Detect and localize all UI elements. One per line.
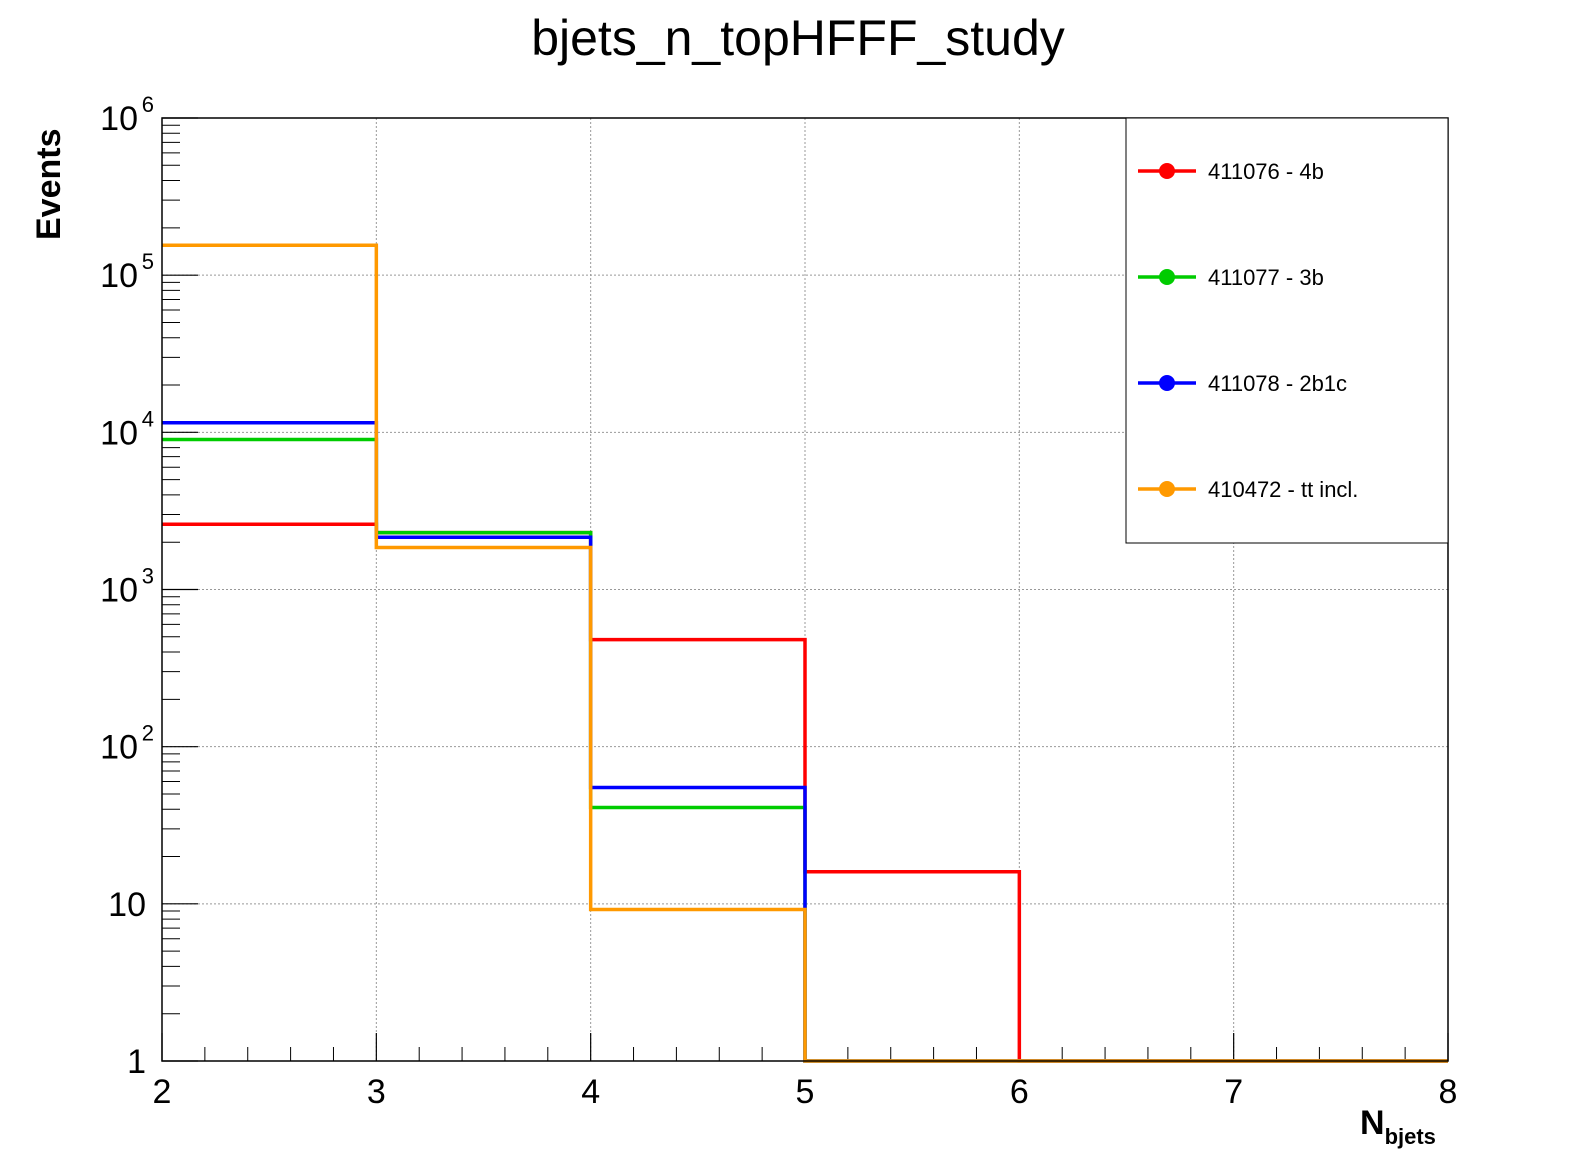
y-axis-title: Events — [30, 129, 68, 241]
y-tick-label: 1 — [127, 1043, 146, 1081]
y-tick-exponent: 6 — [142, 92, 154, 117]
y-tick-exponent: 5 — [142, 249, 154, 274]
x-axis-title: Nbjets — [1360, 1104, 1436, 1149]
y-tick-label: 10 — [100, 100, 138, 138]
minor-ticks — [161, 117, 1449, 1062]
legend-label: 411076 - 4b — [1208, 159, 1324, 184]
plot-frame — [161, 117, 1449, 1062]
y-tick-label: 10 — [108, 886, 146, 924]
legend-marker — [1159, 269, 1175, 285]
y-tick-label: 10 — [100, 414, 138, 452]
y-tick-exponent: 3 — [142, 564, 154, 589]
x-tick-label: 4 — [581, 1073, 600, 1111]
x-tick-label: 2 — [153, 1073, 172, 1111]
legend-marker — [1159, 163, 1175, 179]
y-tick-label: 10 — [100, 257, 138, 295]
x-tick-label: 5 — [796, 1073, 815, 1111]
y-tick-label: 10 — [100, 729, 138, 767]
legend-label: 411078 - 2b1c — [1208, 371, 1347, 396]
legend: 411076 - 4b 411077 - 3b 411078 - 2b1c 41047… — [1125, 117, 1449, 544]
x-axis-title-main: N — [1360, 1104, 1385, 1142]
x-axis-title-sub: bjets — [1385, 1124, 1436, 1149]
y-tick-label: 10 — [100, 572, 138, 610]
legend-label: 410472 - tt incl. — [1208, 477, 1358, 502]
y-tick-exponent: 4 — [142, 406, 154, 431]
legend-label: 411077 - 3b — [1208, 265, 1324, 290]
x-tick-labels: 2 3 4 5 6 7 8 — [153, 1073, 1458, 1111]
y-tick-exponent: 2 — [142, 721, 154, 746]
x-tick-label: 3 — [367, 1073, 386, 1111]
legend-marker — [1159, 481, 1175, 497]
chart-title: bjets_n_topHFFF_study — [531, 10, 1065, 66]
legend-box — [1125, 117, 1449, 544]
legend-marker — [1159, 375, 1175, 391]
x-tick-label: 8 — [1439, 1073, 1458, 1111]
x-tick-label: 6 — [1010, 1073, 1029, 1111]
x-tick-label: 7 — [1224, 1073, 1243, 1111]
